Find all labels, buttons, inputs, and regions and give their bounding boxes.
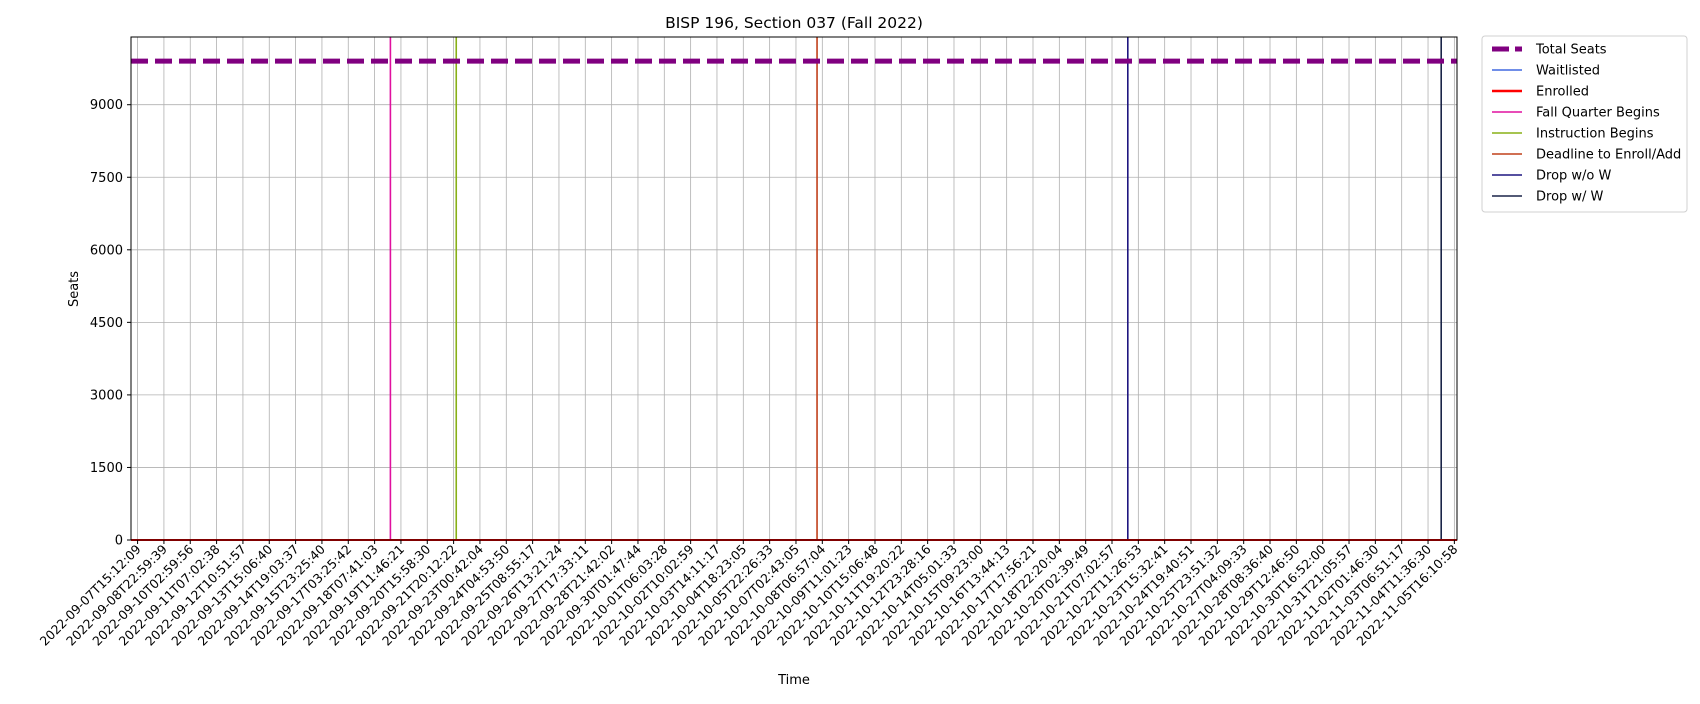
y-tick-label: 7500 <box>90 171 123 186</box>
legend-label: Deadline to Enroll/Add <box>1536 148 1681 163</box>
y-tick-label: 9000 <box>90 98 123 113</box>
legend-frame <box>1481 35 1688 213</box>
legend-label: Total Seats <box>1535 43 1607 58</box>
x-axis-label: Time <box>777 673 810 688</box>
y-tick-label: 1500 <box>90 461 123 476</box>
legend-label: Drop w/o W <box>1536 169 1612 184</box>
x-axis: 2022-09-07T15:12:092022-09-08T22:59:3920… <box>37 540 1461 649</box>
series-lines <box>131 58 1457 541</box>
y-tick-label: 3000 <box>90 388 123 403</box>
legend: Total Seats Waitlisted Enrolled Fall Quarte… <box>1481 35 1688 213</box>
legend-label: Drop w/ W <box>1536 190 1604 205</box>
y-tick-label: 0 <box>115 534 123 549</box>
y-tick-label: 4500 <box>90 316 123 331</box>
grid <box>131 37 1457 541</box>
legend-label: Instruction Begins <box>1536 127 1654 142</box>
event-lines <box>389 37 1442 540</box>
plot-frame <box>130 36 1458 541</box>
legend-label: Fall Quarter Begins <box>1536 106 1660 121</box>
y-axis: 0 1500 3000 4500 6000 7500 9000 <box>90 98 131 549</box>
chart-title: BISP 196, Section 037 (Fall 2022) <box>665 14 923 32</box>
legend-label: Waitlisted <box>1536 64 1600 79</box>
legend-label: Enrolled <box>1536 85 1589 100</box>
y-axis-label: Seats <box>67 271 82 307</box>
y-tick-label: 6000 <box>90 243 123 258</box>
